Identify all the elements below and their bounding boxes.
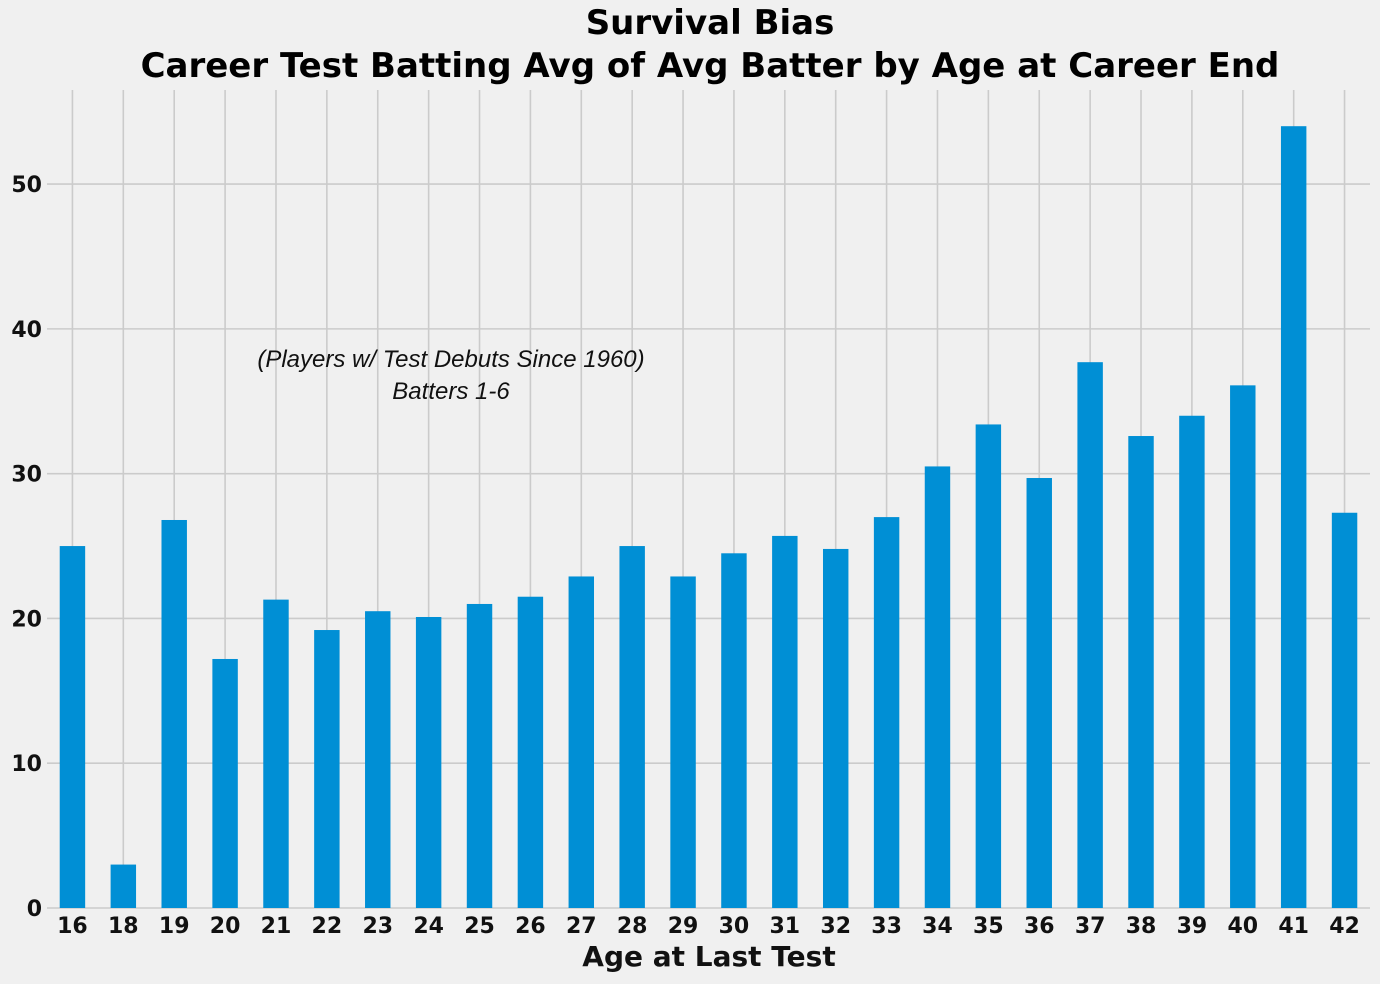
bar-27: [568, 576, 595, 908]
bar-40: [1230, 385, 1256, 909]
x-tick-label: 23: [362, 914, 393, 939]
x-tick-label: 24: [413, 914, 444, 939]
x-tick-label: 19: [159, 914, 190, 939]
bar-25: [466, 603, 493, 908]
bar-16: [59, 546, 86, 908]
bar-29: [670, 576, 696, 908]
bars: [59, 126, 1358, 909]
x-tick-label: 32: [820, 914, 851, 939]
bar-42: [1331, 512, 1358, 908]
x-tick-label: 38: [1126, 914, 1157, 939]
chart-title-line-1: Survival Bias: [586, 3, 835, 43]
x-tick-label: 42: [1329, 914, 1360, 939]
x-tick-label: 28: [617, 914, 648, 939]
y-tick-label: 40: [11, 318, 42, 343]
bar-35: [975, 424, 1002, 908]
x-tick-label: 41: [1278, 914, 1309, 939]
x-axis-label: Age at Last Test: [582, 940, 835, 973]
x-tick-label: 37: [1075, 914, 1106, 939]
bar-31: [772, 535, 798, 908]
bar-19: [161, 519, 187, 908]
bar-33: [873, 517, 900, 908]
bar-36: [1026, 478, 1052, 908]
x-tick-label: 29: [668, 914, 699, 939]
x-tick-label: 20: [210, 914, 241, 939]
bar-28: [619, 546, 645, 908]
x-tick-label: 26: [515, 914, 546, 939]
x-tick-label: 18: [108, 914, 139, 939]
x-tick-label: 36: [1024, 914, 1055, 939]
x-tick-label: 33: [871, 914, 902, 939]
chart-title-line-2: Career Test Batting Avg of Avg Batter by…: [141, 46, 1280, 86]
bar-26: [517, 596, 544, 908]
y-tick-label: 30: [11, 463, 42, 488]
x-tick-label: 27: [566, 914, 597, 939]
x-axis-ticks: 16 18 19 20 21 22 23 24 25 26 27 28 29 30 31 32 33 34 35 36…: [57, 914, 1360, 939]
bar-37: [1077, 362, 1103, 908]
y-tick-label: 50: [11, 173, 42, 198]
annotation-line-1: (Players w/ Test Debuts Since 1960): [257, 346, 644, 373]
bar-32: [822, 548, 849, 908]
bar-18: [110, 864, 137, 908]
bar-22: [314, 630, 340, 908]
x-tick-label: 30: [719, 914, 750, 939]
y-tick-label: 0: [27, 897, 42, 922]
bar-20: [212, 658, 238, 908]
y-axis-ticks: 0 10 20 30 40 50: [11, 173, 42, 922]
bar-38: [1128, 436, 1154, 908]
x-tick-label: 34: [922, 914, 953, 939]
x-tick-label: 21: [261, 914, 292, 939]
bar-24: [415, 616, 442, 908]
y-tick-label: 20: [11, 607, 42, 632]
x-tick-label: 35: [973, 914, 1004, 939]
x-tick-label: 16: [57, 914, 88, 939]
annotation-line-2: Batters 1-6: [392, 378, 510, 405]
x-tick-label: 22: [312, 914, 343, 939]
x-tick-label: 25: [464, 914, 495, 939]
bar-41: [1280, 126, 1307, 908]
bar-30: [721, 553, 747, 908]
grid: [47, 90, 1370, 909]
y-tick-label: 10: [11, 752, 42, 777]
bar-21: [263, 599, 289, 908]
bar-39: [1179, 415, 1205, 908]
bar-34: [924, 466, 951, 908]
bar-23: [365, 611, 391, 908]
x-tick-label: 31: [770, 914, 801, 939]
x-tick-label: 39: [1177, 914, 1208, 939]
x-tick-label: 40: [1227, 914, 1258, 939]
